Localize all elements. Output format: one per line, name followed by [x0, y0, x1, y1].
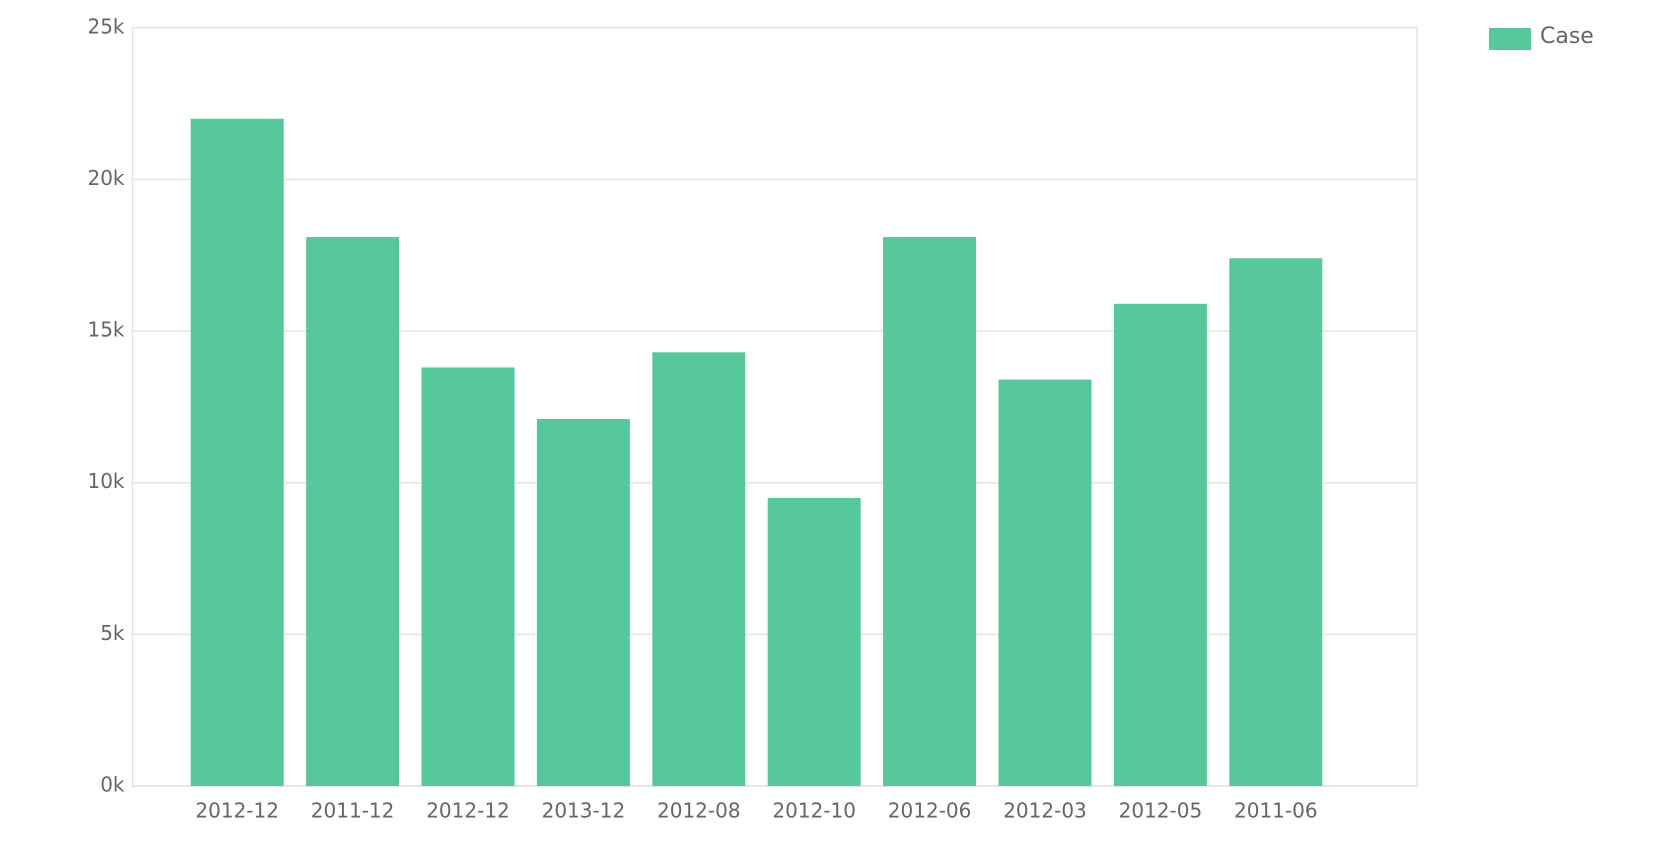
- bar: [998, 379, 1092, 786]
- bar: [536, 419, 630, 786]
- legend-swatch: [1489, 28, 1531, 50]
- x-tick-label: 2012-05: [1119, 799, 1203, 823]
- y-tick-label: 15k: [87, 318, 124, 342]
- bar: [421, 367, 515, 786]
- bar: [1229, 258, 1323, 786]
- x-tick-label: 2012-06: [888, 799, 972, 823]
- x-tick-label: 2012-12: [426, 799, 510, 823]
- bar: [1113, 303, 1207, 786]
- x-tick-label: 2012-08: [657, 799, 741, 823]
- x-tick-label: 2013-12: [542, 799, 626, 823]
- bar: [652, 352, 746, 786]
- x-tick-label: 2011-06: [1234, 799, 1318, 823]
- bar: [306, 237, 400, 786]
- y-tick-label: 25k: [87, 14, 124, 38]
- legend-label: Case: [1540, 24, 1594, 49]
- x-tick-label: 2012-10: [772, 799, 856, 823]
- y-tick-label: 10k: [87, 469, 124, 493]
- x-tick-label: 2012-12: [195, 799, 279, 823]
- y-tick-label: 5k: [100, 621, 125, 645]
- y-tick-label: 0k: [100, 773, 125, 797]
- x-tick-label: 2012-03: [1003, 799, 1087, 823]
- y-tick-label: 20k: [87, 166, 124, 190]
- x-tick-label: 2011-12: [311, 799, 395, 823]
- bar: [883, 237, 977, 786]
- bar: [767, 497, 861, 786]
- bar: [190, 118, 284, 786]
